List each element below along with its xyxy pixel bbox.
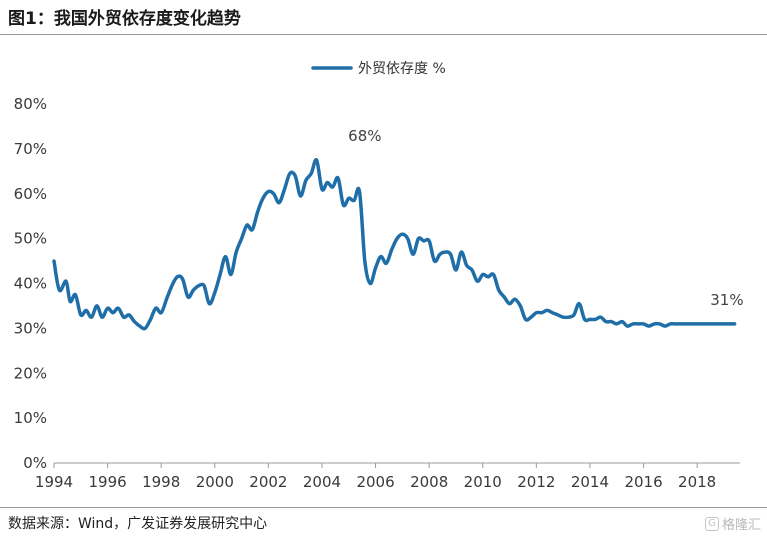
legend-label: 外贸依存度 % <box>358 61 446 77</box>
x-tick-label: 2016 <box>624 473 662 491</box>
y-tick-label: 70% <box>14 140 47 158</box>
x-tick-label: 2012 <box>517 473 555 491</box>
y-tick-label: 60% <box>14 185 47 203</box>
x-tick-label: 2006 <box>356 473 394 491</box>
series-line-0 <box>52 158 737 331</box>
line-chart: 0% 10% 20% 30% 40% 50% 60% 70% 80% 1994 1996 1998 20… <box>14 61 744 491</box>
x-tick-label: 2018 <box>678 473 716 491</box>
y-tick-label: 40% <box>14 275 47 293</box>
x-tick-label: 2010 <box>464 473 502 491</box>
x-tick-label: 1998 <box>142 473 180 491</box>
title-divider <box>0 34 767 35</box>
x-tick-label: 2008 <box>410 473 448 491</box>
x-tick-label: 1994 <box>35 473 73 491</box>
x-tick-label: 1996 <box>89 473 127 491</box>
watermark-logo-icon: G <box>704 516 719 531</box>
data-label: 31% <box>710 291 743 309</box>
y-tick-label: 80% <box>14 95 47 113</box>
footer-divider <box>0 507 767 508</box>
x-tick-label: 2002 <box>249 473 287 491</box>
source-note: 数据来源：Wind，广发证券发展研究中心 <box>8 516 268 532</box>
data-label: 68% <box>348 127 381 145</box>
y-tick-label: 0% <box>23 454 47 472</box>
watermark: G 格隆汇 <box>704 514 761 533</box>
y-tick-label: 50% <box>14 230 47 248</box>
y-tick-label: 30% <box>14 319 47 337</box>
x-tick-label: 2014 <box>571 473 609 491</box>
x-tick-label: 2004 <box>303 473 341 491</box>
figure-title: 图1：我国外贸依存度变化趋势 <box>8 9 241 29</box>
x-tick-label: 2000 <box>196 473 234 491</box>
y-tick-label: 10% <box>14 409 47 427</box>
watermark-text: 格隆汇 <box>721 518 761 533</box>
y-tick-label: 20% <box>14 364 47 382</box>
